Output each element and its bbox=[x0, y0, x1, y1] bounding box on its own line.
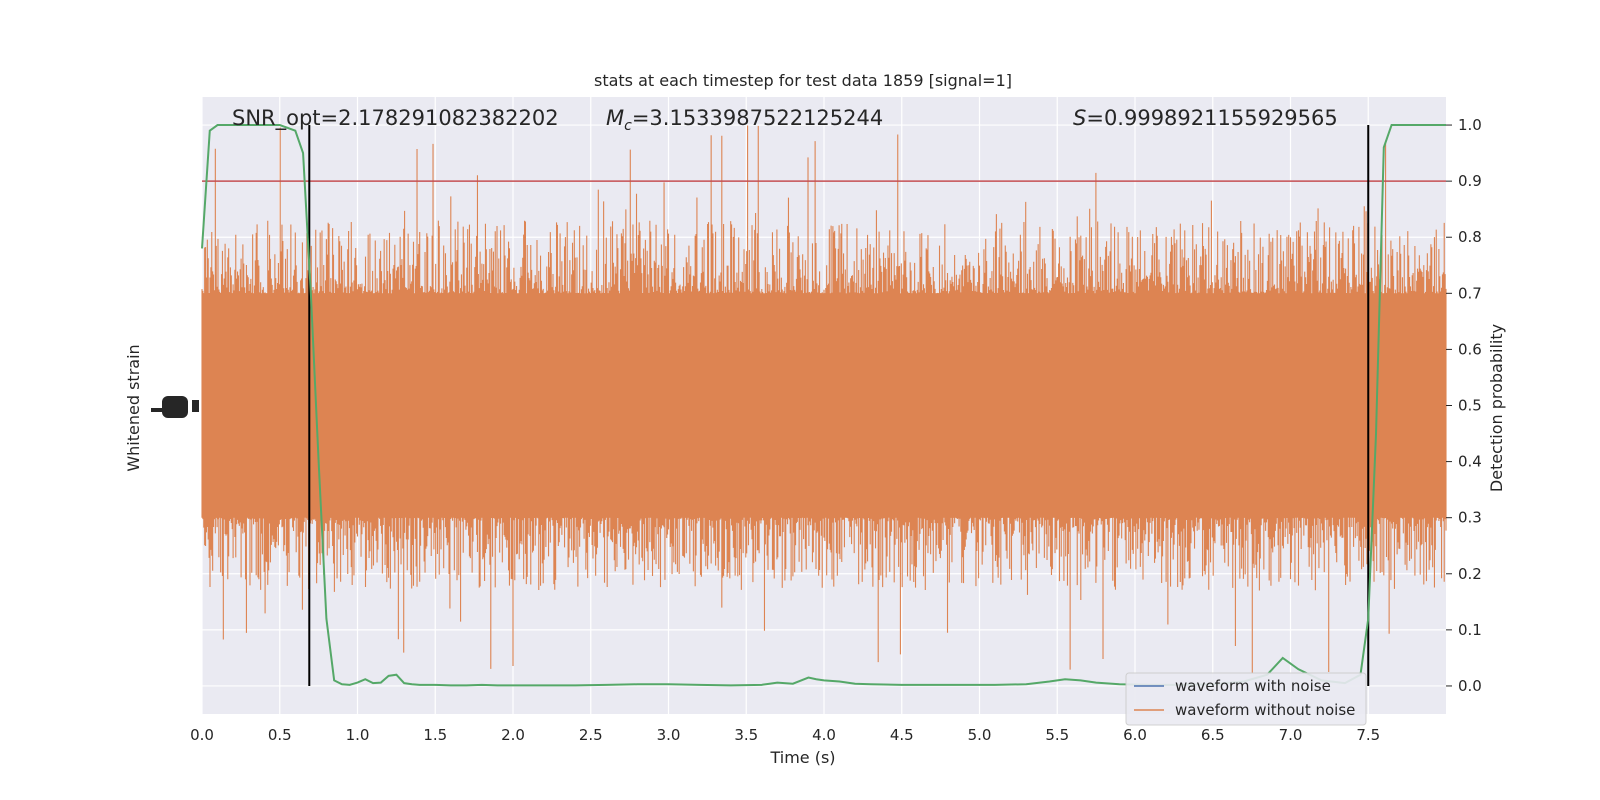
x-axis-label: Time (s) bbox=[769, 748, 835, 767]
y-tick-label: 0.6 bbox=[1458, 340, 1482, 358]
y-tick-label: 0.7 bbox=[1458, 284, 1482, 302]
x-tick-label: 3.0 bbox=[657, 726, 681, 744]
y-tick-label: 0.1 bbox=[1458, 621, 1482, 639]
x-tick-label: 5.0 bbox=[968, 726, 992, 744]
y-tick-label: 0.5 bbox=[1458, 397, 1482, 415]
x-tick-label: 0.5 bbox=[268, 726, 292, 744]
y-tick-label: 1.0 bbox=[1458, 116, 1482, 134]
chart-title: stats at each timestep for test data 185… bbox=[594, 71, 1012, 90]
y-right-axis-ticks: 0.0 0.1 0.2 0.3 0.4 0.5 0.6 0.7 0.8 0.9 1.0 bbox=[1446, 116, 1482, 695]
left-tick-clutter bbox=[192, 400, 199, 412]
y-tick-label: 0.2 bbox=[1458, 565, 1482, 583]
x-tick-label: 7.0 bbox=[1279, 726, 1303, 744]
legend: waveform with noise waveform without noi… bbox=[1125, 672, 1367, 726]
x-tick-label: 4.0 bbox=[812, 726, 836, 744]
y-left-axis-label: Whitened strain bbox=[124, 344, 143, 471]
legend-label-waveform-without-noise: waveform without noise bbox=[1175, 701, 1355, 719]
x-tick-label: 2.0 bbox=[501, 726, 525, 744]
left-tick-clutter bbox=[162, 396, 188, 418]
y-tick-label: 0.4 bbox=[1458, 453, 1482, 471]
x-tick-label: 6.5 bbox=[1201, 726, 1225, 744]
x-tick-label: 5.5 bbox=[1045, 726, 1069, 744]
x-tick-label: 1.5 bbox=[423, 726, 447, 744]
x-tick-label: 4.5 bbox=[890, 726, 914, 744]
left-tick-clutter bbox=[151, 408, 166, 412]
x-tick-label: 1.0 bbox=[346, 726, 370, 744]
y-tick-label: 0.0 bbox=[1458, 677, 1482, 695]
x-axis-ticks: 0.0 0.5 1.0 1.5 2.0 2.5 3.0 3.5 4.0 4.5 5.0 5.5 6.0 6… bbox=[190, 726, 1380, 744]
y-tick-label: 0.9 bbox=[1458, 172, 1482, 190]
legend-label-waveform-with-noise: waveform with noise bbox=[1175, 677, 1331, 695]
x-tick-label: 7.5 bbox=[1356, 726, 1380, 744]
left-axis-overlapping-ticks bbox=[151, 396, 199, 418]
score-annotation: S=0.9998921155929565 bbox=[1073, 106, 1338, 130]
x-tick-label: 0.0 bbox=[190, 726, 214, 744]
y-right-axis-label: Detection probability bbox=[1487, 324, 1506, 492]
plot-content bbox=[201, 124, 1447, 687]
waveform-without-noise-trace bbox=[201, 125, 1447, 674]
x-tick-label: 6.0 bbox=[1123, 726, 1147, 744]
x-tick-label: 3.5 bbox=[734, 726, 758, 744]
y-tick-label: 0.3 bbox=[1458, 509, 1482, 527]
y-tick-label: 0.8 bbox=[1458, 228, 1482, 246]
x-tick-label: 2.5 bbox=[579, 726, 603, 744]
snr-annotation: SNR_opt=2.178291082382202 bbox=[232, 106, 559, 131]
chirp-mass-annotation: Mc=3.1533987522125244 bbox=[606, 106, 883, 134]
legend-box bbox=[1125, 672, 1367, 726]
